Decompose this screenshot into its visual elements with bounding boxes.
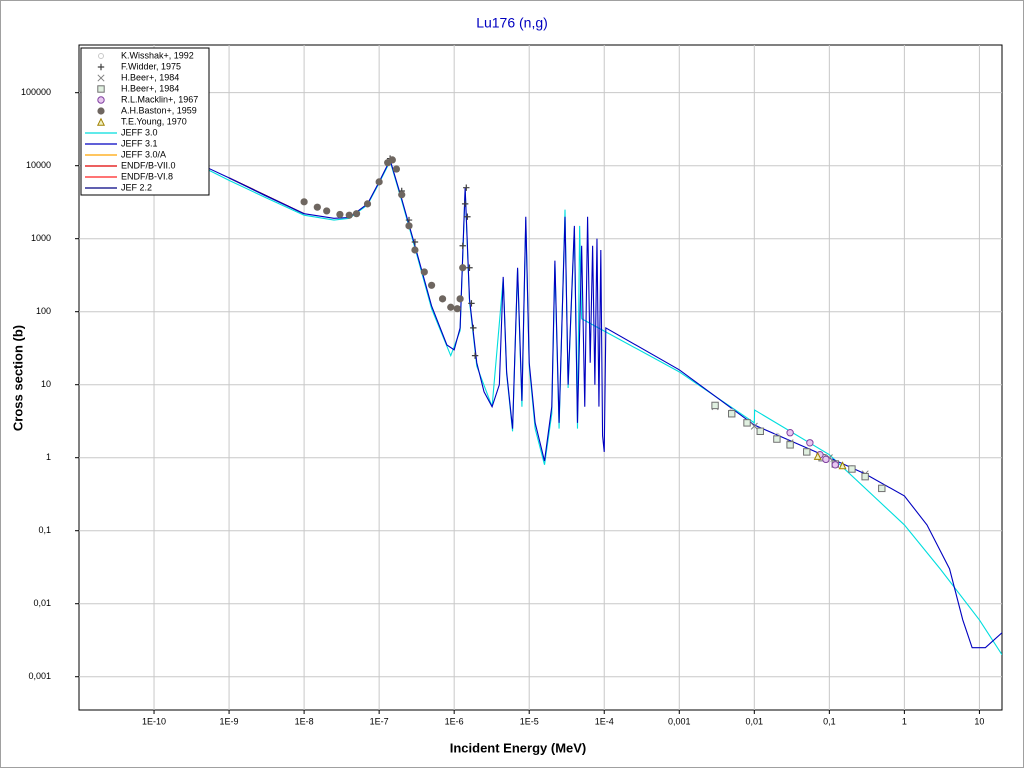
y-tick-label: 0,1	[38, 525, 51, 535]
y-tick-label: 10	[41, 379, 51, 389]
marker-circle	[806, 439, 814, 447]
marker-square	[711, 401, 719, 410]
x-tick-label: 1E-9	[220, 716, 239, 726]
x-tick-label: 1E-10	[142, 716, 166, 726]
marker-plus	[411, 238, 419, 246]
marker-dot	[313, 203, 321, 211]
marker-circle	[831, 461, 839, 469]
marker-square	[728, 410, 736, 418]
y-axis-label: Cross section (b)	[10, 325, 25, 431]
marker-dot	[438, 295, 447, 303]
series-line	[176, 150, 1002, 649]
marker-square	[878, 484, 886, 493]
x-tick-label: 1	[902, 716, 907, 726]
marker-dot	[388, 156, 396, 164]
marker-square	[786, 441, 794, 449]
marker-dot	[352, 210, 361, 218]
marker-dot	[392, 165, 401, 173]
legend-label: R.L.Macklin+, 1967	[121, 94, 198, 104]
y-tick-label: 10000	[26, 160, 51, 170]
legend-label: H.Beer+, 1984	[121, 72, 179, 82]
marker-faint	[98, 53, 104, 59]
legend-label: H.Beer+, 1984	[121, 83, 179, 93]
marker-plus	[459, 242, 466, 249]
marker-cross	[750, 422, 758, 430]
plot	[176, 150, 1002, 656]
grid: 1E-10 1E-9 1E-8 1E-7 1E-6 1E-5 1E-4 0,001 0,01 0,…	[21, 45, 1002, 726]
marker-plus	[466, 264, 473, 271]
legend-label: JEFF 3.0/A	[121, 149, 166, 159]
marker-dot	[411, 246, 419, 254]
marker-plus	[461, 200, 469, 208]
legend-label: ENDF/B-VI.8	[121, 171, 173, 181]
marker-dot	[97, 107, 105, 115]
y-tick-label: 0,01	[33, 598, 51, 608]
y-tick-label: 100000	[21, 87, 51, 97]
legend-label: ENDF/B-VII.0	[121, 160, 176, 170]
marker-triangle	[96, 117, 106, 126]
legend-label: K.Wisshak+, 1992	[121, 50, 194, 60]
y-tick-label: 1	[46, 452, 51, 462]
y-tick-label: 100	[36, 306, 51, 316]
legend-label: JEF 2.2	[121, 182, 152, 192]
marker-circle	[97, 96, 105, 104]
x-tick-label: 1E-6	[445, 716, 464, 726]
x-tick-label: 1E-5	[520, 716, 539, 726]
marker-plus	[464, 213, 471, 220]
legend-label: JEFF 3.0	[121, 127, 158, 137]
marker-square	[756, 427, 764, 435]
marker-dot	[398, 191, 406, 199]
marker-plus	[97, 63, 105, 71]
marker-plus	[463, 184, 470, 191]
marker-dot	[363, 200, 372, 208]
marker-square	[773, 435, 781, 443]
x-tick-label: 0,01	[746, 716, 764, 726]
legend-label: A.H.Baston+, 1959	[121, 105, 197, 115]
legend-label: JEFF 3.1	[121, 138, 158, 148]
x-tick-label: 10	[974, 716, 984, 726]
marker-dot	[453, 305, 461, 313]
marker-dot	[456, 295, 464, 303]
marker-dot	[375, 178, 383, 186]
x-tick-label: 0,1	[823, 716, 836, 726]
marker-dot	[427, 281, 436, 289]
marker-dot	[447, 303, 455, 311]
marker-square	[803, 448, 811, 456]
marker-circle	[786, 429, 794, 437]
marker-cross	[97, 74, 105, 82]
marker-circle	[822, 455, 830, 464]
marker-dot	[323, 207, 331, 215]
y-tick-label: 0,001	[28, 671, 51, 681]
marker-dot	[405, 222, 413, 230]
y-tick-label: 1000	[31, 233, 51, 243]
marker-triangle	[838, 461, 847, 470]
chart-title: Lu176 (n,g)	[476, 15, 548, 31]
marker-square	[861, 472, 869, 481]
marker-dot	[345, 211, 353, 219]
plot-area	[78, 44, 1003, 711]
x-axis-label: Incident Energy (MeV)	[450, 740, 587, 755]
marker-plus	[468, 300, 475, 307]
marker-triangle	[813, 451, 822, 460]
marker-plus	[470, 324, 477, 332]
marker-plus	[471, 352, 479, 359]
legend-label: T.E.Young, 1970	[121, 116, 187, 126]
x-tick-label: 1E-8	[295, 716, 314, 726]
marker-plus	[405, 216, 413, 224]
marker-square	[743, 419, 751, 427]
marker-dot	[420, 268, 428, 276]
marker-dot	[300, 198, 308, 206]
x-tick-label: 1E-4	[595, 716, 614, 726]
x-tick-label: 0,001	[668, 716, 691, 726]
marker-dot	[459, 264, 467, 272]
x-tick-label: 1E-7	[370, 716, 389, 726]
marker-square	[97, 85, 105, 93]
marker-dot	[336, 210, 344, 219]
marker-square	[848, 465, 856, 473]
legend-label: F.Widder, 1975	[121, 61, 181, 71]
